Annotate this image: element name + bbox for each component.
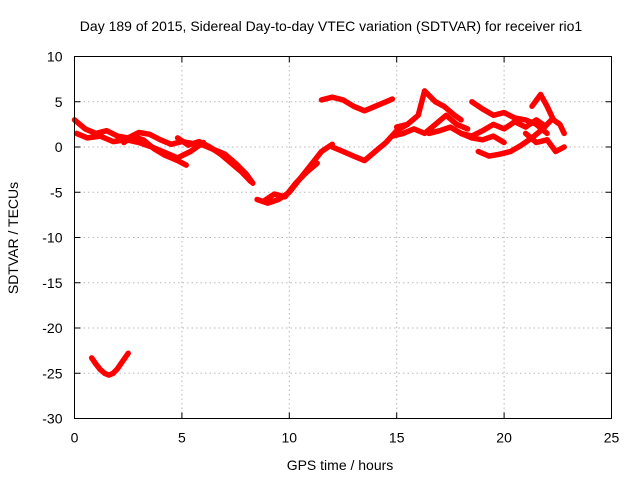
- series-line-track-13: [469, 99, 550, 137]
- grid-layer: [74, 56, 612, 419]
- series-line-track-3: [121, 133, 189, 168]
- chart-title: Day 189 of 2015, Sidereal Day-to-day VTE…: [80, 18, 583, 34]
- series-line-track-4: [174, 135, 254, 185]
- x-tick-label: 20: [496, 430, 512, 446]
- x-tick-label: 25: [604, 430, 620, 446]
- x-tick-label: 10: [282, 430, 298, 446]
- y-tick-label: -5: [50, 184, 63, 200]
- series-line-track-7: [329, 121, 411, 164]
- series-line-track-1: [71, 117, 256, 186]
- x-tick-label: 5: [178, 430, 186, 446]
- y-tick-label: -20: [42, 320, 62, 336]
- x-axis-label: GPS time / hours: [287, 457, 394, 473]
- series-line-track-5: [254, 141, 336, 206]
- series-line-track-2: [73, 130, 207, 161]
- plot-border: [74, 56, 612, 419]
- series-line-track-15: [529, 91, 567, 137]
- series-line-track-6: [260, 160, 320, 205]
- y-tick-label: 0: [55, 139, 63, 155]
- series-line-track-8: [318, 94, 396, 114]
- tick-layer: 0 5 10 15 20 25 10 5 0 -5 -10 -15 -20 -25 -30: [42, 49, 619, 446]
- series-line-track-17: [88, 350, 131, 378]
- series-line-track-10: [389, 112, 471, 139]
- x-tick-label: 0: [71, 430, 79, 446]
- series-line-track-9: [393, 88, 464, 130]
- series-line-track-16: [522, 130, 567, 155]
- series-line-track-14: [475, 117, 555, 159]
- y-axis-label: SDTVAR / TECUs: [5, 182, 21, 294]
- y-tick-label: -25: [42, 365, 62, 381]
- y-tick-label: -10: [42, 230, 62, 246]
- y-tick-label: 10: [47, 49, 63, 65]
- y-tick-label: 5: [55, 94, 63, 110]
- x-tick-label: 15: [389, 430, 405, 446]
- y-tick-label: -15: [42, 275, 62, 291]
- series-layer: [71, 88, 567, 378]
- y-tick-label: -30: [42, 411, 62, 427]
